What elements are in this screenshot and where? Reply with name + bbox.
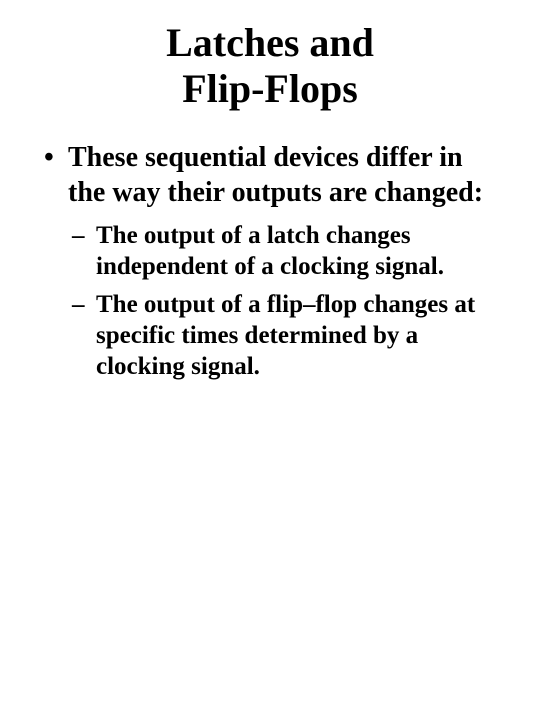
sub-bullet-text-0: The output of a latch changes independen… bbox=[96, 222, 444, 280]
sub-bullet-list: The output of a latch changes independen… bbox=[68, 220, 500, 382]
main-bullet-item: These sequential devices differ in the w… bbox=[40, 140, 500, 382]
slide-title: Latches and Flip-Flops bbox=[40, 20, 500, 112]
title-line-1: Latches and bbox=[166, 20, 374, 65]
sub-bullet-item: The output of a latch changes independen… bbox=[68, 220, 500, 283]
sub-bullet-item: The output of a flip–flop changes at spe… bbox=[68, 289, 500, 383]
main-bullet-list: These sequential devices differ in the w… bbox=[40, 140, 500, 382]
main-bullet-text: These sequential devices differ in the w… bbox=[68, 142, 483, 208]
sub-bullet-text-1: The output of a flip–flop changes at spe… bbox=[96, 291, 475, 381]
title-line-2: Flip-Flops bbox=[182, 66, 358, 111]
